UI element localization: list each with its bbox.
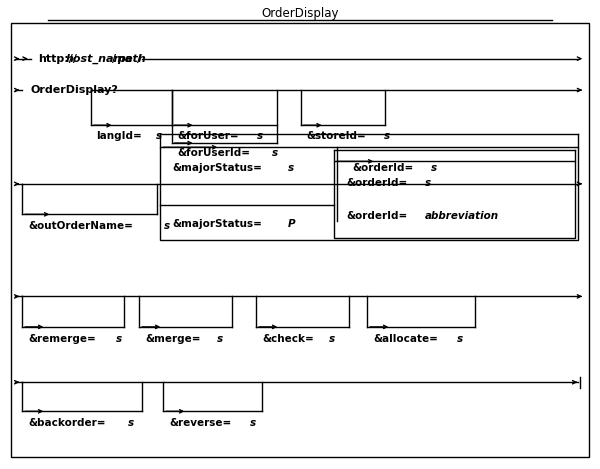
Text: s: s: [383, 130, 390, 141]
Text: &storeId=: &storeId=: [307, 130, 367, 141]
Text: /: /: [137, 53, 141, 64]
Text: host_name: host_name: [65, 53, 133, 64]
Text: s: s: [217, 333, 223, 344]
Text: P: P: [288, 219, 296, 229]
Text: &majorStatus=: &majorStatus=: [172, 219, 262, 229]
Text: s: s: [155, 130, 162, 141]
Text: s: s: [457, 333, 463, 344]
Text: http://: http://: [38, 53, 77, 64]
Text: &check=: &check=: [262, 333, 314, 344]
Text: &orderId=: &orderId=: [352, 163, 413, 174]
Text: &reverse=: &reverse=: [169, 418, 232, 428]
Text: s: s: [431, 163, 437, 174]
Text: &orderId=: &orderId=: [346, 212, 407, 221]
Text: s: s: [164, 221, 170, 231]
Text: path: path: [117, 53, 146, 64]
Text: s: s: [116, 333, 122, 344]
Text: OrderDisplay: OrderDisplay: [261, 7, 339, 20]
Text: s: s: [425, 178, 431, 188]
Text: s: s: [272, 148, 278, 159]
Text: abbreviation: abbreviation: [425, 212, 499, 221]
Text: /: /: [112, 53, 116, 64]
Text: &majorStatus=: &majorStatus=: [172, 163, 262, 174]
Text: &remerge=: &remerge=: [28, 333, 96, 344]
Text: s: s: [288, 163, 294, 174]
Text: &orderId=: &orderId=: [346, 178, 407, 188]
Text: s: s: [250, 418, 256, 428]
Bar: [334, 161, 575, 238]
Text: &forUser=: &forUser=: [178, 130, 239, 141]
Text: &merge=: &merge=: [145, 333, 201, 344]
Text: s: s: [128, 418, 134, 428]
Text: s: s: [329, 333, 335, 344]
Text: langId=: langId=: [97, 130, 142, 141]
Text: s: s: [257, 130, 263, 141]
Text: OrderDisplay?: OrderDisplay?: [31, 85, 118, 95]
Text: &allocate=: &allocate=: [373, 333, 438, 344]
Text: &forUserId=: &forUserId=: [178, 148, 251, 159]
Text: &outOrderName=: &outOrderName=: [28, 221, 133, 231]
Text: &backorder=: &backorder=: [28, 418, 106, 428]
Bar: [160, 147, 578, 240]
